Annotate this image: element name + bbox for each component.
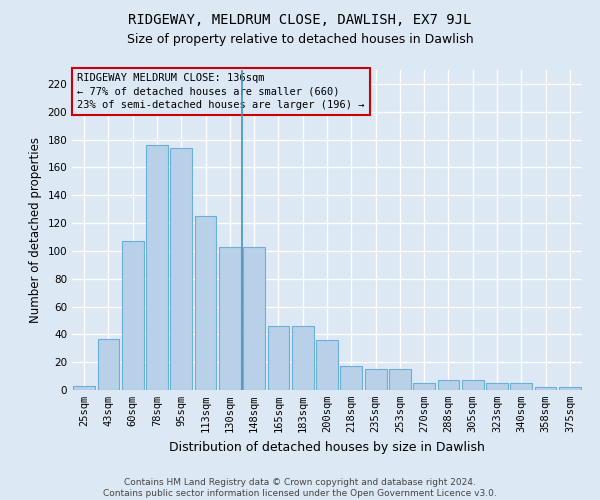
Bar xyxy=(413,383,435,390)
Y-axis label: Number of detached properties: Number of detached properties xyxy=(29,137,42,323)
Bar xyxy=(219,246,241,390)
Bar xyxy=(535,387,556,390)
Bar xyxy=(365,369,386,390)
Bar xyxy=(340,366,362,390)
Bar xyxy=(73,386,95,390)
Bar xyxy=(462,380,484,390)
Bar xyxy=(486,383,508,390)
Bar xyxy=(389,369,411,390)
Bar xyxy=(559,387,581,390)
Bar xyxy=(194,216,217,390)
X-axis label: Distribution of detached houses by size in Dawlish: Distribution of detached houses by size … xyxy=(169,440,485,454)
Text: RIDGEWAY MELDRUM CLOSE: 136sqm
← 77% of detached houses are smaller (660)
23% of: RIDGEWAY MELDRUM CLOSE: 136sqm ← 77% of … xyxy=(77,73,365,110)
Text: Size of property relative to detached houses in Dawlish: Size of property relative to detached ho… xyxy=(127,32,473,46)
Bar xyxy=(316,340,338,390)
Bar xyxy=(268,326,289,390)
Bar xyxy=(122,241,143,390)
Bar xyxy=(170,148,192,390)
Bar xyxy=(97,338,119,390)
Bar xyxy=(146,145,168,390)
Text: Contains HM Land Registry data © Crown copyright and database right 2024.
Contai: Contains HM Land Registry data © Crown c… xyxy=(103,478,497,498)
Bar xyxy=(511,383,532,390)
Bar xyxy=(292,326,314,390)
Bar xyxy=(243,246,265,390)
Text: RIDGEWAY, MELDRUM CLOSE, DAWLISH, EX7 9JL: RIDGEWAY, MELDRUM CLOSE, DAWLISH, EX7 9J… xyxy=(128,12,472,26)
Bar xyxy=(437,380,460,390)
